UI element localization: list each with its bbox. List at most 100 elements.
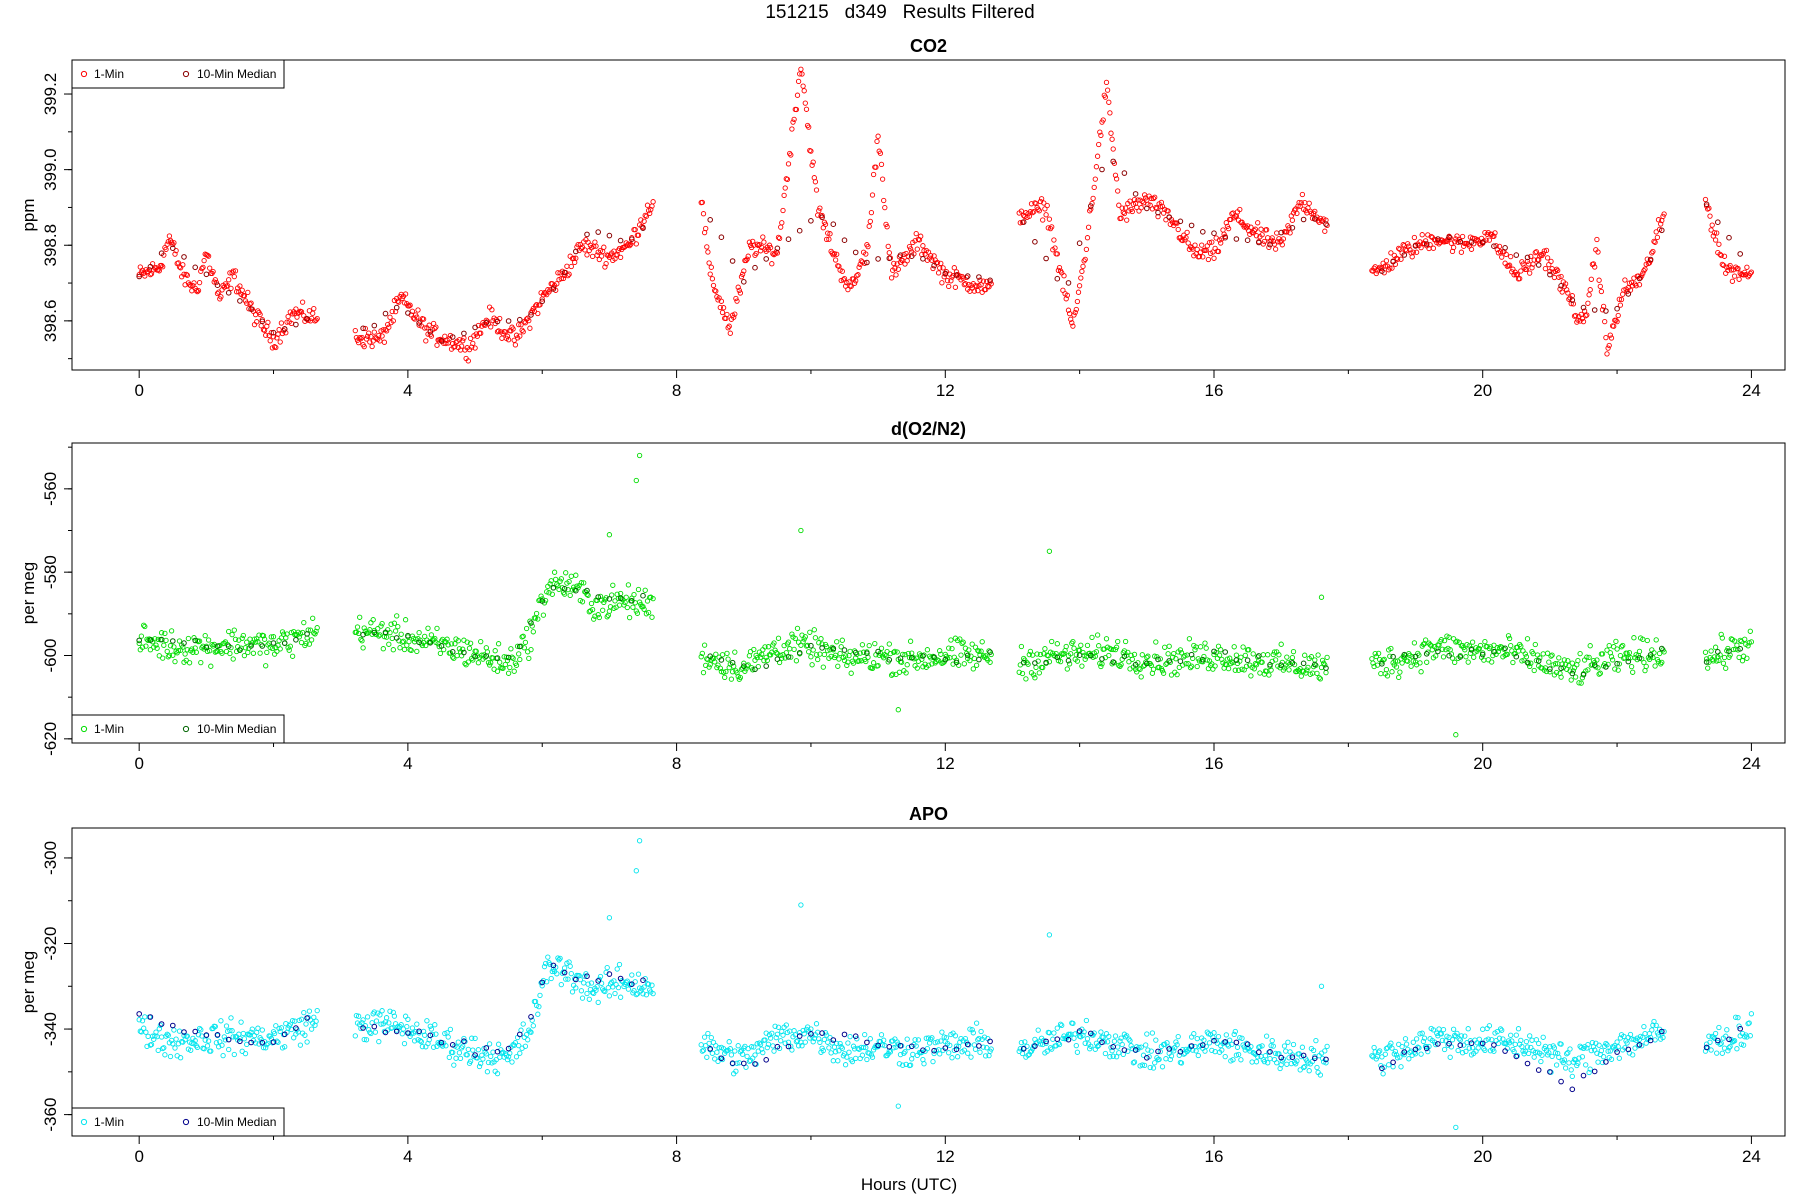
one-min-point <box>808 148 814 154</box>
y-tick-label: 399.0 <box>41 148 60 191</box>
one-min-point <box>1203 1043 1209 1050</box>
one-min-point <box>530 1023 536 1029</box>
median-point <box>483 653 490 659</box>
one-min-point <box>1147 202 1153 208</box>
one-min-point <box>1098 1029 1104 1035</box>
one-min-point <box>1116 202 1122 208</box>
one-min-point <box>195 287 202 294</box>
one-min-point <box>1476 1036 1482 1042</box>
one-min-point <box>762 1037 768 1043</box>
one-min-point <box>1399 1043 1405 1050</box>
one-min-point <box>1436 1026 1442 1032</box>
one-min-point <box>451 1062 457 1068</box>
one-min-point <box>1275 239 1281 245</box>
one-min-point <box>635 971 642 977</box>
median-point <box>1659 227 1665 234</box>
one-min-point <box>204 1043 211 1049</box>
one-min-point <box>1417 1031 1423 1037</box>
one-min-point <box>837 1040 843 1047</box>
one-min-point <box>1128 1043 1134 1049</box>
one-min-point <box>1475 1045 1481 1051</box>
one-min-point <box>714 1049 720 1055</box>
median-point <box>248 643 254 649</box>
one-min-point <box>1389 1045 1395 1051</box>
median-point <box>1379 268 1385 274</box>
one-min-point <box>542 597 549 604</box>
one-min-point <box>828 1050 834 1056</box>
one-min-point <box>1744 1034 1750 1040</box>
one-min-point <box>1583 1062 1589 1068</box>
one-min-point <box>886 250 892 256</box>
one-min-point <box>870 660 877 666</box>
median-point <box>438 643 445 649</box>
median-point <box>1558 665 1564 672</box>
one-min-point <box>793 658 800 664</box>
one-min-point <box>914 665 920 671</box>
one-min-point <box>565 976 571 982</box>
one-min-point <box>210 268 216 275</box>
one-min-point <box>379 333 385 339</box>
one-min-point <box>504 333 511 339</box>
one-min-point <box>800 1027 806 1034</box>
one-min-point <box>395 298 401 304</box>
one-min-point <box>278 320 285 326</box>
median-point <box>1603 308 1609 314</box>
one-min-point <box>958 652 964 658</box>
one-min-point <box>975 287 981 294</box>
one-min-point <box>1747 1033 1753 1039</box>
median-point <box>1211 230 1217 236</box>
one-min-point <box>1418 244 1424 251</box>
one-min-point <box>700 1047 707 1053</box>
median-point <box>1222 234 1228 241</box>
median-point <box>1659 645 1665 652</box>
one-min-point <box>1387 265 1393 271</box>
median-point <box>1222 649 1228 655</box>
median-point <box>248 1039 254 1046</box>
one-min-point <box>1394 256 1401 262</box>
one-min-point <box>1626 280 1633 286</box>
one-min-point <box>1140 1052 1147 1058</box>
median-point <box>1076 1028 1083 1034</box>
one-min-point <box>565 272 571 279</box>
one-min-point <box>966 647 972 653</box>
one-min-point <box>455 638 461 644</box>
median-point <box>147 637 154 643</box>
one-min-point <box>558 576 564 582</box>
median-point <box>1726 1036 1732 1043</box>
one-min-point <box>505 670 512 676</box>
one-min-point <box>744 1053 750 1060</box>
one-min-point <box>516 321 522 328</box>
one-min-point <box>1506 635 1513 642</box>
median-point <box>942 270 949 277</box>
median-point <box>1278 662 1284 669</box>
one-min-point <box>922 661 928 667</box>
one-min-point <box>887 1049 894 1055</box>
x-tick-label: 4 <box>403 381 412 400</box>
one-min-point <box>390 647 396 653</box>
one-min-point <box>166 233 173 239</box>
one-min-point <box>1056 1041 1063 1048</box>
one-min-point <box>528 646 534 653</box>
one-min-point <box>1455 1047 1461 1054</box>
one-min-point <box>274 1038 280 1044</box>
one-min-point <box>1446 634 1452 640</box>
one-min-point <box>1737 637 1743 644</box>
median-point <box>539 979 546 986</box>
one-min-point <box>918 233 924 239</box>
one-min-point <box>517 333 523 339</box>
one-min-point <box>767 244 774 251</box>
one-min-point <box>1300 1064 1307 1071</box>
one-min-point <box>1405 658 1411 664</box>
one-min-point <box>1290 1041 1297 1048</box>
one-min-point <box>865 243 871 250</box>
one-min-point <box>556 957 562 963</box>
one-min-point <box>139 644 146 650</box>
one-min-point <box>708 264 714 270</box>
one-min-point <box>238 1019 244 1025</box>
one-min-point <box>1289 217 1296 223</box>
one-min-point <box>156 1026 162 1032</box>
one-min-point <box>1080 263 1086 270</box>
one-min-point <box>801 88 807 94</box>
one-min-point <box>1324 654 1330 661</box>
one-min-point <box>375 626 381 632</box>
